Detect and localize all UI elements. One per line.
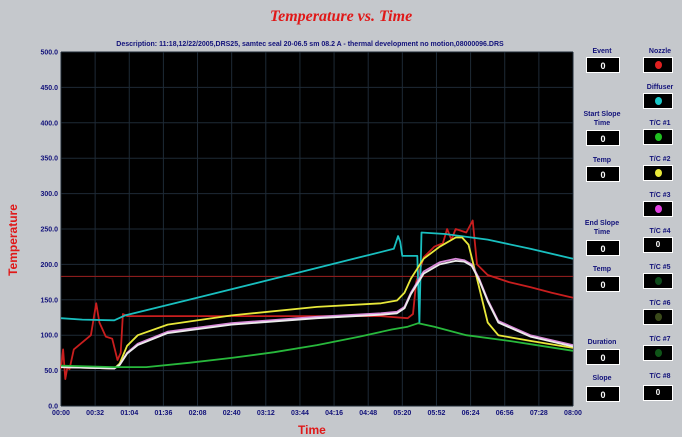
x-tick-label: 06:56 — [496, 410, 514, 417]
x-tick-label: 04:16 — [325, 410, 343, 417]
duration-label: Duration — [587, 339, 617, 346]
diffuser-led-icon — [655, 97, 662, 105]
y-tick-label: 150.0 — [40, 297, 58, 304]
y-tick-label: 200.0 — [40, 262, 58, 269]
nozzle-indicator — [643, 57, 673, 73]
x-tick-label: 01:36 — [154, 410, 172, 417]
duration-value: 0 — [586, 349, 620, 365]
tc1-led-icon — [655, 133, 662, 141]
x-tick-label: 03:12 — [257, 410, 275, 417]
start-slope-label: Start Slope Time — [583, 111, 621, 127]
x-tick-label: 07:28 — [530, 410, 548, 417]
chart-description: Description: 11:18,12/22/2005,DRS25, sam… — [116, 41, 504, 48]
tc3-indicator — [643, 201, 673, 217]
series-line — [60, 259, 574, 370]
y-tick-label: 0.0 — [48, 404, 58, 411]
y-tick-label: 300.0 — [40, 191, 58, 198]
tc2-led-icon — [655, 169, 662, 177]
event-value: 0 — [586, 57, 620, 73]
nozzle-led-icon — [655, 61, 662, 69]
tc1-label: T/C #1 — [649, 120, 671, 127]
y-tick-label: 350.0 — [40, 156, 58, 163]
tc8-label: T/C #8 — [649, 373, 671, 380]
temp1-value: 0 — [586, 166, 620, 182]
chart-title: Temperature vs. Time — [269, 8, 413, 25]
tc8-indicator: 0 — [643, 385, 673, 401]
x-tick-label: 03:44 — [291, 410, 309, 417]
x-tick-label: 02:08 — [189, 410, 207, 417]
temp1-label: Temp — [592, 157, 612, 164]
x-axis-label: Time — [298, 423, 326, 437]
tc2-indicator — [643, 165, 673, 181]
tc5-indicator — [643, 273, 673, 289]
x-tick-label: 06:24 — [462, 410, 480, 417]
slope-value: 0 — [586, 386, 620, 402]
slope-label: Slope — [592, 375, 612, 382]
tc4-indicator: 0 — [643, 237, 673, 253]
y-tick-label: 450.0 — [40, 85, 58, 92]
tc5-label: T/C #5 — [649, 264, 671, 271]
y-tick-label: 400.0 — [40, 120, 58, 127]
y-tick-label: 250.0 — [40, 227, 58, 234]
tc4-label: T/C #4 — [649, 228, 671, 235]
x-tick-label: 04:48 — [359, 410, 377, 417]
series-line — [60, 236, 574, 370]
tc5-led-icon — [655, 277, 662, 285]
x-tick-label: 08:00 — [564, 410, 582, 417]
x-tick-label: 05:52 — [428, 410, 446, 417]
tc7-indicator — [643, 345, 673, 361]
temp2-label: Temp — [592, 266, 612, 273]
series-line — [60, 231, 574, 324]
tc7-label: T/C #7 — [649, 336, 671, 343]
x-tick-label: 00:32 — [86, 410, 104, 417]
temp2-value: 0 — [586, 276, 620, 292]
tc6-indicator — [643, 309, 673, 325]
x-tick-label: 00:00 — [52, 410, 70, 417]
diffuser-indicator — [643, 93, 673, 109]
series-line — [60, 322, 574, 369]
tc2-label: T/C #2 — [649, 156, 671, 163]
y-tick-label: 100.0 — [40, 333, 58, 340]
tc1-indicator — [643, 129, 673, 145]
x-tick-label: 02:40 — [223, 410, 241, 417]
diffuser-label: Diffuser — [646, 84, 674, 91]
start-slope-value: 0 — [586, 130, 620, 146]
y-tick-label: 500.0 — [40, 50, 58, 57]
tc3-led-icon — [655, 205, 662, 213]
y-tick-label: 50.0 — [44, 368, 58, 375]
nozzle-label: Nozzle — [648, 48, 672, 55]
tc3-label: T/C #3 — [649, 192, 671, 199]
end-slope-label: End Slope Time — [584, 220, 620, 236]
tc6-led-icon — [655, 313, 662, 321]
x-tick-label: 01:04 — [120, 410, 138, 417]
tc6-label: T/C #6 — [649, 300, 671, 307]
x-tick-label: 05:20 — [393, 410, 411, 417]
event-label: Event — [592, 48, 612, 55]
end-slope-value: 0 — [586, 240, 620, 256]
tc8-value: 0 — [655, 388, 661, 397]
tc7-led-icon — [655, 349, 662, 357]
tc4-value: 0 — [655, 240, 661, 249]
